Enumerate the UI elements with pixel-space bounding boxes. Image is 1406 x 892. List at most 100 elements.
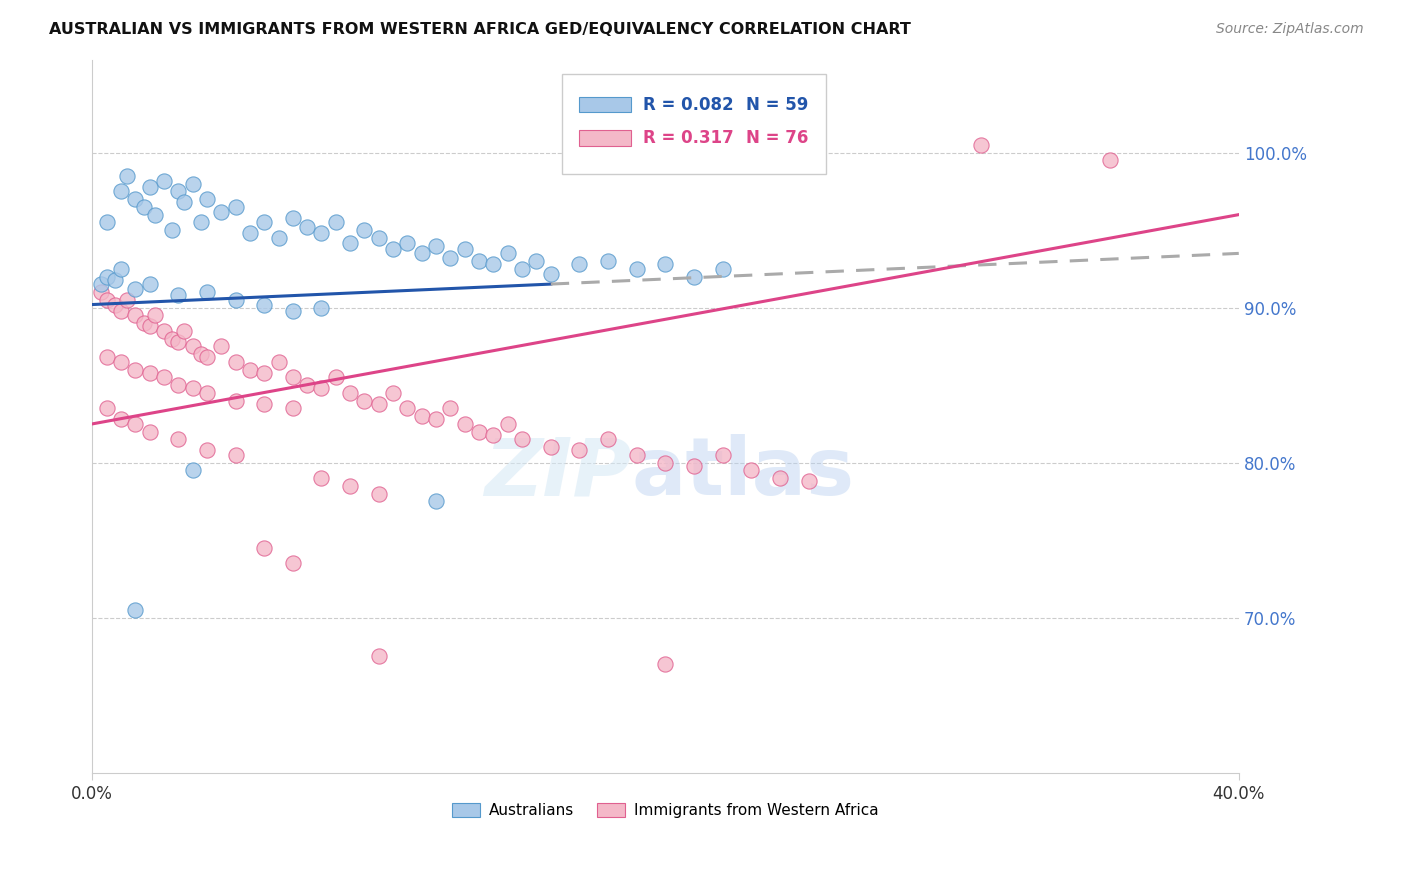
Point: [311, 301, 333, 315]
Point: [1098, 153, 1121, 168]
Point: [454, 242, 477, 256]
Point: [654, 456, 676, 470]
Point: [454, 417, 477, 431]
Point: [353, 223, 375, 237]
Point: [439, 401, 461, 416]
FancyBboxPatch shape: [562, 74, 825, 174]
Point: [115, 293, 138, 307]
Point: [138, 179, 160, 194]
Point: [209, 339, 232, 353]
Point: [510, 261, 533, 276]
Point: [124, 309, 146, 323]
Point: [239, 226, 262, 240]
Point: [181, 177, 204, 191]
Point: [970, 137, 993, 152]
Point: [124, 417, 146, 431]
Point: [153, 324, 176, 338]
Point: [396, 401, 419, 416]
Point: [110, 261, 132, 276]
Point: [281, 557, 304, 571]
Point: [769, 471, 792, 485]
Point: [568, 443, 591, 458]
Point: [239, 362, 262, 376]
Point: [425, 412, 447, 426]
Point: [253, 215, 276, 229]
Point: [195, 192, 218, 206]
Point: [540, 440, 562, 454]
Point: [598, 433, 620, 447]
Point: [339, 385, 361, 400]
Point: [167, 185, 190, 199]
Point: [143, 208, 166, 222]
Point: [173, 195, 195, 210]
Point: [367, 397, 389, 411]
Point: [468, 254, 491, 268]
Point: [167, 334, 190, 349]
Point: [281, 370, 304, 384]
Point: [190, 215, 212, 229]
Point: [626, 448, 648, 462]
Point: [482, 427, 505, 442]
Point: [132, 316, 155, 330]
Point: [124, 603, 146, 617]
Point: [195, 351, 218, 365]
Point: [353, 393, 375, 408]
Point: [224, 448, 246, 462]
Point: [311, 381, 333, 395]
Point: [224, 293, 246, 307]
Point: [339, 479, 361, 493]
Bar: [579, 96, 631, 112]
Point: [253, 541, 276, 555]
Point: [104, 297, 127, 311]
Point: [311, 471, 333, 485]
Text: Source: ZipAtlas.com: Source: ZipAtlas.com: [1216, 22, 1364, 37]
Point: [325, 370, 347, 384]
Point: [425, 494, 447, 508]
Point: [540, 267, 562, 281]
Point: [482, 257, 505, 271]
Point: [153, 173, 176, 187]
Text: R = 0.082: R = 0.082: [643, 95, 733, 113]
Point: [281, 303, 304, 318]
Text: atlas: atlas: [631, 434, 855, 512]
Text: N = 76: N = 76: [745, 129, 808, 147]
Point: [711, 448, 734, 462]
Point: [138, 366, 160, 380]
Point: [568, 257, 591, 271]
Text: R = 0.317: R = 0.317: [643, 129, 734, 147]
Bar: [579, 130, 631, 146]
Point: [281, 401, 304, 416]
Point: [295, 378, 318, 392]
Point: [110, 303, 132, 318]
Point: [598, 254, 620, 268]
Point: [367, 486, 389, 500]
Point: [711, 261, 734, 276]
Point: [367, 231, 389, 245]
Point: [626, 261, 648, 276]
Point: [267, 231, 290, 245]
Point: [797, 475, 820, 489]
Point: [496, 246, 519, 260]
Point: [281, 211, 304, 225]
Point: [382, 385, 405, 400]
Point: [90, 285, 112, 300]
Point: [311, 226, 333, 240]
Point: [683, 458, 706, 473]
Point: [654, 657, 676, 672]
Point: [654, 257, 676, 271]
Point: [224, 355, 246, 369]
Point: [224, 200, 246, 214]
Point: [526, 254, 548, 268]
Point: [132, 200, 155, 214]
Point: [510, 433, 533, 447]
Text: N = 59: N = 59: [745, 95, 808, 113]
Point: [367, 649, 389, 664]
Point: [143, 309, 166, 323]
Legend: Australians, Immigrants from Western Africa: Australians, Immigrants from Western Afr…: [444, 796, 886, 826]
Point: [96, 215, 118, 229]
Point: [253, 366, 276, 380]
Point: [90, 277, 112, 292]
Point: [167, 378, 190, 392]
Point: [740, 463, 762, 477]
Point: [411, 246, 433, 260]
